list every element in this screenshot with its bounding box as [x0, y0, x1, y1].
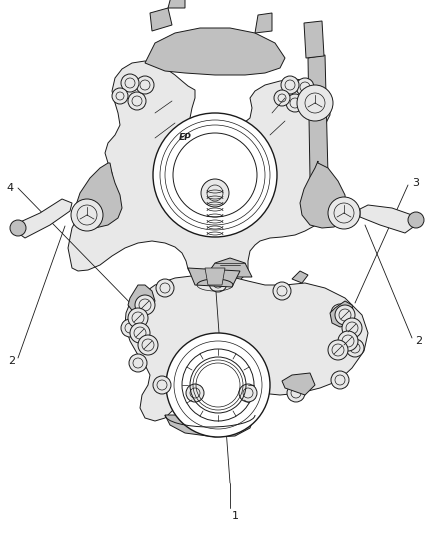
Circle shape [297, 85, 333, 121]
Circle shape [209, 274, 227, 292]
Circle shape [121, 74, 139, 92]
Circle shape [156, 279, 174, 297]
Circle shape [136, 76, 154, 94]
Circle shape [408, 212, 424, 228]
Circle shape [129, 354, 147, 372]
Circle shape [71, 199, 103, 231]
Circle shape [138, 335, 158, 355]
Polygon shape [168, 0, 185, 8]
Text: 2: 2 [415, 336, 422, 346]
Circle shape [121, 319, 139, 337]
Polygon shape [150, 8, 172, 31]
Circle shape [328, 197, 360, 229]
Circle shape [130, 323, 150, 343]
Polygon shape [300, 161, 346, 228]
Circle shape [128, 308, 148, 328]
Circle shape [296, 78, 314, 96]
Text: 1: 1 [232, 511, 239, 521]
Polygon shape [125, 275, 368, 421]
Polygon shape [205, 268, 225, 285]
Polygon shape [360, 205, 416, 233]
Circle shape [273, 282, 291, 300]
Circle shape [342, 318, 362, 338]
Text: 4: 4 [7, 183, 14, 193]
Polygon shape [292, 271, 308, 283]
Circle shape [274, 90, 290, 106]
Circle shape [287, 384, 305, 402]
Circle shape [166, 333, 270, 437]
Polygon shape [18, 199, 72, 238]
Polygon shape [128, 285, 155, 315]
Circle shape [286, 94, 304, 112]
Polygon shape [255, 13, 272, 33]
Circle shape [331, 304, 349, 322]
Polygon shape [145, 28, 285, 75]
Circle shape [239, 384, 257, 402]
Circle shape [328, 340, 348, 360]
Polygon shape [304, 21, 324, 58]
Polygon shape [75, 163, 122, 228]
Circle shape [135, 295, 155, 315]
Text: 3: 3 [412, 178, 419, 188]
Circle shape [186, 384, 204, 402]
Circle shape [346, 339, 364, 357]
Polygon shape [282, 373, 315, 395]
Circle shape [112, 88, 128, 104]
Circle shape [128, 92, 146, 110]
Text: 2: 2 [8, 356, 15, 366]
Polygon shape [68, 61, 332, 285]
Polygon shape [165, 415, 255, 437]
Circle shape [153, 113, 277, 237]
Polygon shape [308, 55, 328, 178]
Circle shape [281, 76, 299, 94]
Circle shape [153, 376, 171, 394]
Circle shape [201, 179, 229, 207]
Text: EP: EP [179, 133, 191, 142]
Circle shape [335, 305, 355, 325]
Circle shape [338, 331, 358, 351]
Polygon shape [188, 268, 240, 287]
Polygon shape [330, 301, 354, 327]
Circle shape [331, 371, 349, 389]
Circle shape [10, 220, 26, 236]
Polygon shape [205, 258, 252, 277]
